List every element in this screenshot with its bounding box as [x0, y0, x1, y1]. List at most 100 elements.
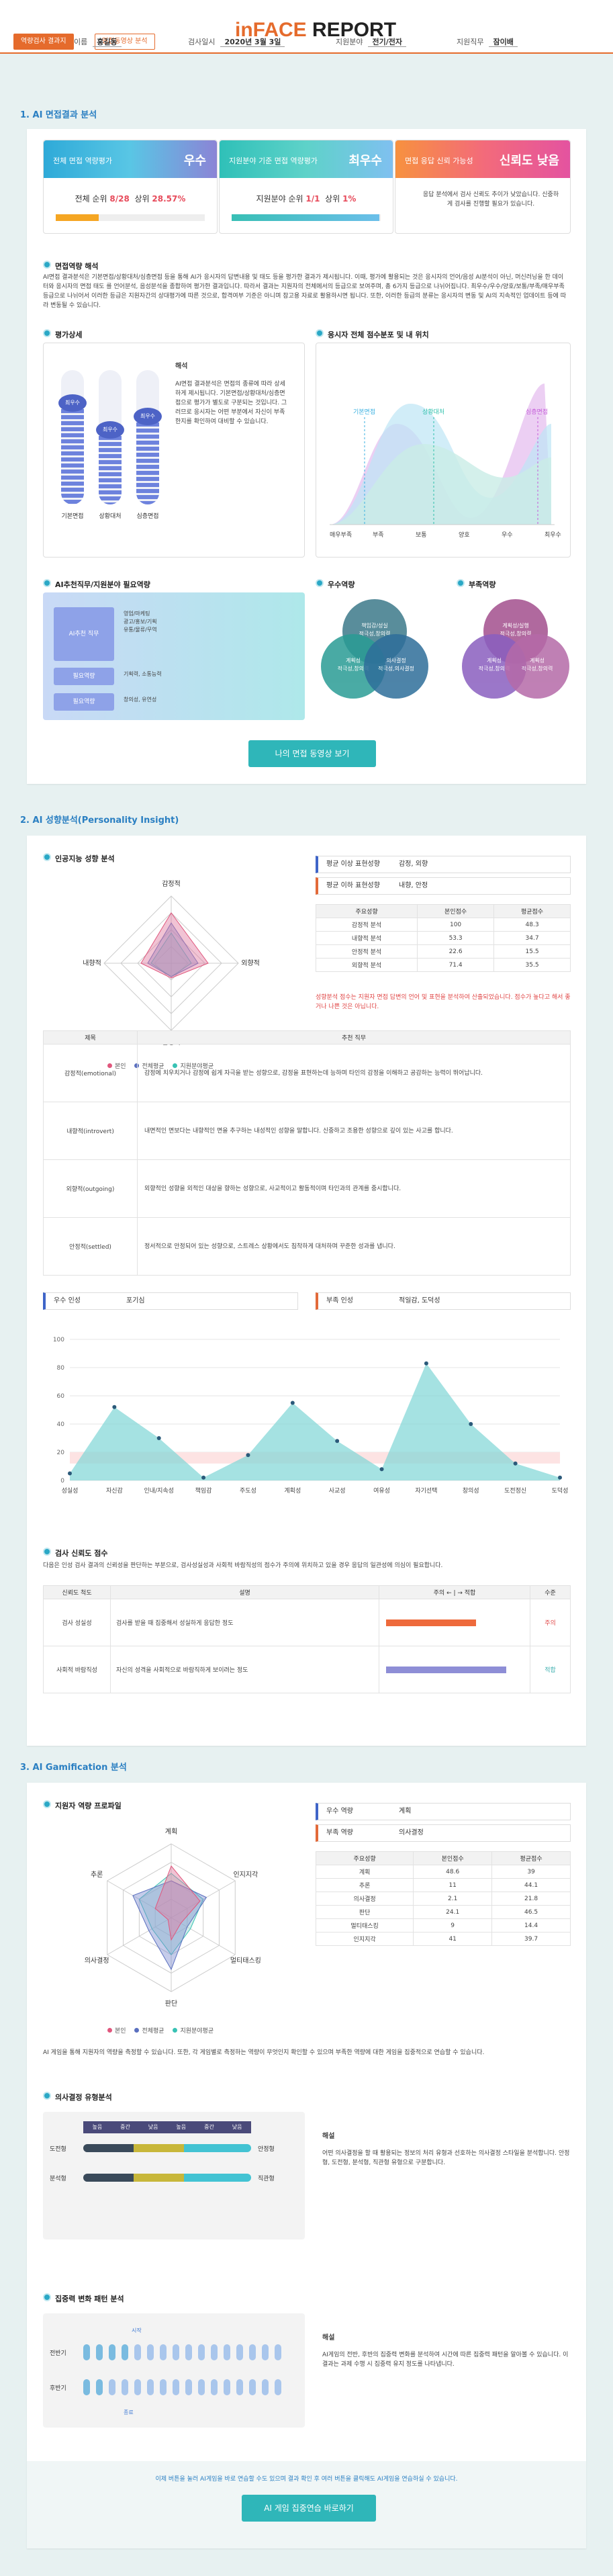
duty-info: 지원직무 잠이배	[457, 36, 518, 47]
above-avg-tag: 평균 이상 표현성향 감정, 외향	[316, 856, 571, 873]
focus-chart: 전반기 후반기 시작 종료	[43, 2313, 305, 2428]
tab-video-analysis[interactable]: 면접동영상 분석	[95, 34, 155, 50]
gamification-note: AI 게임을 통해 지원자의 역량을 측정할 수 있습니다. 또한, 각 게임별…	[43, 2049, 485, 2056]
brand-logo: inFACE REPORT	[235, 19, 397, 41]
radar-series	[138, 1873, 204, 1955]
focus-pill	[134, 2344, 141, 2360]
detail-bar-label: 기본면접	[61, 513, 84, 520]
radar-axis-label: 판단	[165, 2000, 177, 2008]
dist-axis-label: 매우부족	[330, 531, 352, 539]
validity-intro: 다음은 인성 검사 결과의 신뢰성을 판단하는 부분으로, 검사성실성과 사회적…	[43, 1562, 443, 1569]
focus-end: 종료	[124, 2409, 134, 2415]
line-axis-label: 주도성	[240, 1487, 256, 1495]
trait-line-chart: 100 80 60 40 20 0 성실성 자신감 인내/지속성 책임감 주도성 계획성 사교성 여유성 자…	[53, 1337, 569, 1495]
detail-bar-label: 심층면접	[136, 513, 159, 520]
dist-axis-label: 부족	[373, 531, 384, 539]
focus-pill	[173, 2379, 179, 2395]
tab-competency-result[interactable]: 역량검사 결과지	[13, 34, 74, 50]
desc-row: 내향적(introvert) 내면적인 면보다는 내향적인 면을 추구하는 내성적…	[43, 1102, 571, 1160]
dist-axis-label: 보통	[416, 531, 427, 539]
focus-pill	[224, 2379, 230, 2395]
table-row: 추론 11 44.1	[315, 1878, 571, 1892]
line-point	[469, 1422, 473, 1426]
focus-start: 시작	[132, 2327, 142, 2334]
focus-pill	[160, 2344, 167, 2360]
focus-pill	[198, 2379, 205, 2395]
section2-title: 2. AI 성향분석(Personality Insight)	[20, 815, 179, 826]
line-point	[112, 1405, 117, 1409]
footer-note: 이제 버튼을 눌러 AI게임을 바로 연습할 수도 있으며 결과 확인 후 여러…	[155, 2476, 458, 2483]
table-header: 평균점수	[493, 904, 571, 918]
focus-pill	[160, 2379, 167, 2395]
focus-pill	[96, 2344, 103, 2360]
table-row: 멀티태스킹 9 14.4	[315, 1918, 571, 1933]
radar-axis-label: 감정적	[162, 880, 181, 888]
line-axis-label: 성실성	[62, 1487, 79, 1495]
line-axis-label: 자기선택	[415, 1487, 437, 1495]
dist-chart: 기본면접 상황대처 심층면접 매우부족 부족 보통 양호 우수 최우수	[330, 384, 561, 539]
svg-text:40: 40	[57, 1421, 65, 1428]
line-axis-label: 도전정신	[504, 1487, 526, 1495]
line-point	[246, 1453, 250, 1458]
dist-title: 응시자 전체 점수분포 및 내 위치	[316, 329, 429, 340]
focus-pill	[134, 2379, 141, 2395]
validity-title: 검사 신뢰도 점수	[43, 1548, 108, 1558]
decision-right-label: 안정형	[258, 2146, 275, 2153]
focus-pill	[211, 2344, 218, 2360]
game-practice-button[interactable]: AI 게임 집중연습 바로하기	[242, 2495, 376, 2522]
detail-box: 최우수 기본면접 최우수 상황대처 최우수 심층면접 해석 AI면접 결과분석은 면접의 …	[43, 343, 305, 558]
reliability-card: 면접 응답 신뢰 가능성 신뢰도 낮음 응답 분석에서 검사 신뢰도 추이가 낮았…	[395, 140, 571, 234]
detail-bar-label: 상황대처	[99, 513, 122, 520]
svg-text:0: 0	[60, 1478, 64, 1484]
desc-row: 안정적(settled) 정서적으로 안정되어 있는 성향으로, 스트레스 상황에…	[43, 1217, 571, 1276]
dist-box: 기본면접 상황대처 심층면접 매우부족 부족 보통 양호 우수 최우수	[316, 343, 571, 558]
line-point	[156, 1436, 161, 1440]
focus-pill	[236, 2379, 243, 2395]
bad-trait-tag: 부족 인성 적일감, 도덕성	[316, 1292, 571, 1310]
personality-warning: 성향분석 점수는 지원자 면접 답변의 언어 및 표현을 분석하여 산출되었습니…	[316, 994, 571, 1010]
fit-box: AI추천 직무 영업/마케팅 광고/홍보/기획 유통/물류/무역 필요역량 기획력, …	[43, 592, 305, 720]
line-point	[290, 1401, 295, 1405]
strong-title: 우수역량	[316, 579, 355, 590]
decision-bar	[83, 2174, 251, 2182]
radar-series	[132, 1880, 207, 1971]
personality-desc-table: 제목 추천 직무 감정적(emotional) 감정에 치우치거나 감정에 쉽게 자극…	[43, 1030, 571, 1276]
radar-axis-label: 추론	[91, 1871, 103, 1879]
line-axis-label: 책임감	[195, 1486, 212, 1495]
line-point	[558, 1475, 562, 1480]
decision-left-label: 분석형	[50, 2176, 66, 2182]
decision-chart: 높음 중간 낮음 높음 중간 낮음 도전형 안정형 분석형 직관형	[43, 2112, 305, 2239]
line-axis-label: 창의성	[463, 1487, 479, 1495]
dist-label-situation: 상황대처	[422, 408, 444, 416]
fit-row-key: 필요역량	[54, 668, 114, 685]
focus-pill	[147, 2379, 154, 2395]
focus-row-label: 후반기	[50, 2385, 66, 2392]
table-header: 주요성향	[315, 904, 418, 918]
line-axis-label: 인내/지속성	[144, 1487, 174, 1495]
section3-title: 3. AI Gamification 분석	[20, 1763, 127, 1773]
line-point	[68, 1471, 72, 1476]
dist-label-basic: 기본면접	[353, 408, 375, 416]
svg-text:20: 20	[57, 1450, 65, 1456]
line-point	[379, 1467, 384, 1472]
strong-ability-tag: 우수 역량 계획	[316, 1803, 571, 1820]
view-video-button[interactable]: 나의 면접 동영상 보기	[248, 740, 376, 767]
weak-ability-tag: 부족 역량 의사결정	[316, 1824, 571, 1842]
focus-pill	[147, 2344, 154, 2360]
validity-table: 신뢰도 척도 설명 주의 ← | → 적합 수준 검사 성실성 검사를 받을 때 집중해서…	[43, 1585, 571, 1693]
table-row: 외향적 분석 71.4 35.5	[315, 958, 571, 972]
ability-score-table: 주요성향 본인점수 평균점수 계획 48.6 39 추론 11 44.1 의사결정 2.1 21.8 판…	[315, 1851, 571, 1946]
fit-row-value: 창의성, 유연성	[124, 697, 157, 703]
good-trait-tag: 우수 인성 포기심	[43, 1292, 298, 1310]
focus-pill	[185, 2344, 192, 2360]
focus-pill	[122, 2379, 128, 2395]
table-row: 안정적 분석 22.6 15.5	[315, 944, 571, 959]
radar-series	[154, 1865, 201, 1941]
focus-pill	[83, 2379, 90, 2395]
radar-axis-label: 외향적	[241, 959, 260, 967]
detail-title: 평가상세	[43, 329, 82, 340]
focus-sub: 해설	[322, 2334, 335, 2342]
table-header: 주요성향	[315, 1851, 414, 1865]
venn-circle: 계획성 적극성,창의력	[505, 634, 569, 699]
personality-score-table: 주요성향 본인점수 평균점수 감정적 분석 100 48.3 내향적 분석 53.3 34.7 안…	[315, 904, 571, 972]
